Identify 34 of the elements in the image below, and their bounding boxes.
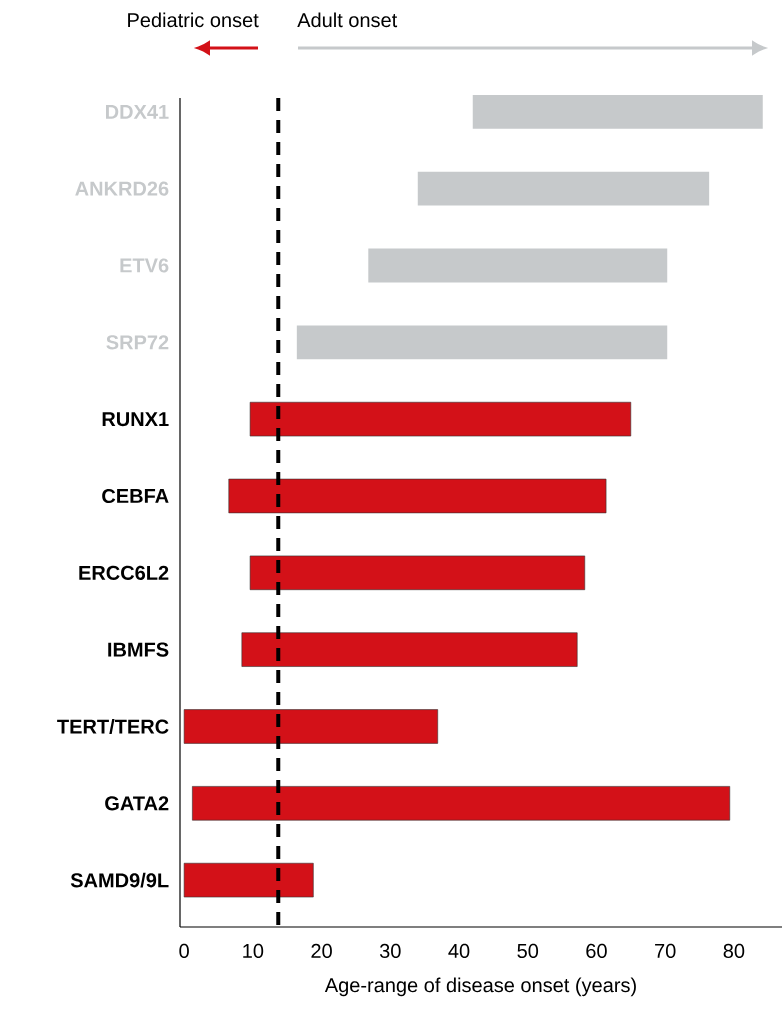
x-tick-label: 40	[448, 943, 470, 959]
bar	[184, 862, 314, 898]
x-tick-label: 0	[179, 943, 190, 959]
x-tick-label: 70	[655, 943, 676, 959]
x-axis-title: Age-range of disease onset (years)	[325, 977, 637, 997]
bar	[368, 248, 668, 283]
bar	[228, 478, 607, 514]
x-tick-label: 20	[311, 943, 333, 959]
bar	[192, 786, 731, 821]
x-tick-label: 30	[380, 943, 401, 959]
bar	[250, 401, 632, 437]
y-tick-label: DDX41	[106, 104, 169, 119]
y-tick-label: ETV6	[120, 258, 169, 273]
x-tick-label: 10	[243, 943, 264, 959]
bar	[184, 709, 439, 744]
x-tick-label: 60	[586, 943, 607, 959]
text: Pediatric onset	[128, 12, 259, 28]
text: Adult onset	[297, 12, 398, 28]
y-tick-label: RUNX1	[102, 412, 169, 427]
y-tick-label: TERT/TERC	[57, 719, 169, 734]
y-tick-label: IBMFS	[108, 642, 169, 657]
y-tick-label: ANKRD26	[75, 181, 169, 196]
y-tick-label: SAMD9/9L	[71, 872, 169, 888]
y-tick-label: ERCC6L2	[79, 565, 169, 580]
x-tick-label: 80	[723, 943, 745, 959]
bar	[241, 632, 578, 667]
bar	[297, 325, 668, 360]
y-tick-label: CEBFA	[102, 488, 169, 504]
y-tick-label: GATA2	[105, 796, 169, 811]
x-tick-label: 50	[517, 943, 539, 959]
bar	[417, 171, 710, 206]
bar	[472, 94, 763, 129]
y-tick-label: SRP72	[106, 335, 169, 350]
bar	[250, 555, 586, 591]
